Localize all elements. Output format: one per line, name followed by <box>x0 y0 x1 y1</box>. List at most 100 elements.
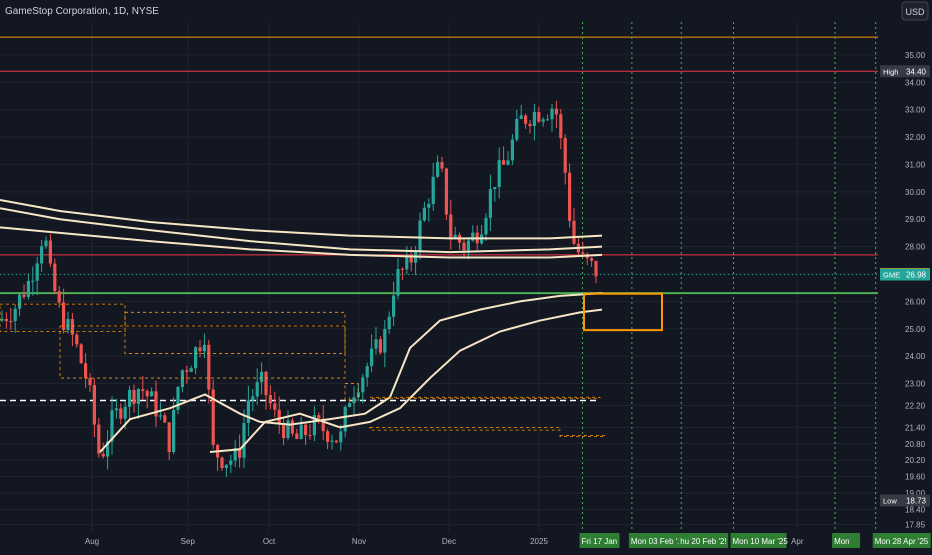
candle-body <box>35 263 39 281</box>
candle-body <box>524 115 528 124</box>
candle-body <box>185 370 189 372</box>
candle-body <box>264 371 268 396</box>
candle-body <box>383 329 387 353</box>
candle-body <box>581 252 585 254</box>
candle-body <box>62 302 66 330</box>
moving-average-line-1 <box>0 199 603 240</box>
price-tag-box <box>880 268 930 281</box>
candle-body <box>392 295 396 317</box>
candle-body <box>396 269 400 296</box>
date-highlight-label: Mon 28 Apr '25 <box>875 537 929 546</box>
price-tick-label: 26.00 <box>905 297 926 306</box>
candle-body <box>334 440 338 443</box>
price-tick-label: 32.00 <box>905 133 926 142</box>
price-tick-label: 29.00 <box>905 215 926 224</box>
candle-body <box>515 118 519 140</box>
candle-body <box>519 115 523 119</box>
moving-average-line-2 <box>0 207 603 254</box>
candle-body <box>405 255 409 270</box>
price-tick-label: 21.40 <box>905 423 926 432</box>
price-tick-label: 34.00 <box>905 78 926 87</box>
candle-body <box>594 260 598 277</box>
date-highlight-label: hu 20 Feb '2! <box>680 537 726 546</box>
price-tick-label: 33.00 <box>905 106 926 115</box>
price-tick-label: 18.40 <box>905 506 926 515</box>
candle-body <box>387 316 391 330</box>
candle-body <box>453 234 457 238</box>
candle-body <box>471 232 475 241</box>
candle-body <box>31 280 35 282</box>
candle-body <box>70 318 74 335</box>
price-tick-label: 25.00 <box>905 325 926 334</box>
candle-body <box>66 318 70 330</box>
candle-body <box>532 111 536 127</box>
candle-body <box>546 119 550 121</box>
candle-body <box>154 391 158 417</box>
candle-body <box>88 378 92 386</box>
candle-body <box>0 318 4 321</box>
candle-body <box>119 408 123 419</box>
candle-body <box>295 433 299 439</box>
candle-body <box>572 220 576 244</box>
candle-body <box>255 382 259 397</box>
chart-title: GameStop Corporation, 1D, NYSE <box>5 6 159 17</box>
candle-body <box>528 123 532 127</box>
candle-body <box>312 415 316 436</box>
candle-body <box>242 423 246 458</box>
time-tick-label: Aug <box>85 537 99 546</box>
candle-body <box>4 318 8 322</box>
annotations <box>0 292 663 437</box>
candle-body <box>26 280 30 297</box>
candle-body <box>541 119 545 122</box>
candle-body <box>343 406 347 432</box>
candle-body <box>229 460 233 465</box>
candle-body <box>506 160 510 165</box>
candle-body <box>422 207 426 221</box>
candle-body <box>273 403 277 410</box>
time-tick-label: Sep <box>181 537 196 546</box>
candle-body <box>290 420 294 434</box>
candle-body <box>172 410 176 453</box>
time-tick-label: Nov <box>352 537 366 546</box>
date-highlight-label: Mon 10 Mar '25 <box>732 537 788 546</box>
time-tick-label: 2025 <box>530 537 548 546</box>
candle-body <box>554 108 558 115</box>
candle-body <box>436 162 440 177</box>
candle-body <box>268 395 272 404</box>
currency-label: USD <box>905 7 925 17</box>
date-highlight-box <box>832 533 861 548</box>
date-highlight-box <box>579 533 620 548</box>
price-tick-label: 35.00 <box>905 51 926 60</box>
candle-body <box>497 160 501 187</box>
currency-button[interactable] <box>901 1 929 21</box>
date-highlight-box <box>872 533 931 548</box>
candle-body <box>365 366 369 378</box>
price-tick-label: 23.00 <box>905 380 926 389</box>
candle-body <box>550 108 554 120</box>
candle-body <box>449 214 453 238</box>
price-tick-label: 28.00 <box>905 243 926 252</box>
candle-body <box>286 420 290 439</box>
price-tick-label: 31.00 <box>905 160 926 169</box>
candle-body <box>198 347 202 352</box>
price-tag-box <box>880 494 930 507</box>
date-highlight-box <box>628 533 685 548</box>
candle-body <box>18 294 22 309</box>
candle-body <box>568 172 572 221</box>
candle-body <box>13 308 17 322</box>
candle-body <box>537 111 541 122</box>
time-axis[interactable]: Aug Sep Oct Nov Dec 2025 Apr Fri 17 Jan Mon 03 F… <box>0 532 932 550</box>
candle-body <box>141 389 145 391</box>
price-tick-label: 22.20 <box>905 401 926 410</box>
candle-body <box>123 406 127 419</box>
candle-body <box>299 424 303 439</box>
price-tick-label: 20.80 <box>905 440 926 449</box>
candle-body <box>211 389 215 445</box>
candle-body <box>326 431 330 442</box>
dashed-zone <box>559 435 606 437</box>
candle-body <box>409 255 413 263</box>
price-tag-value: 34.40 <box>906 67 927 76</box>
